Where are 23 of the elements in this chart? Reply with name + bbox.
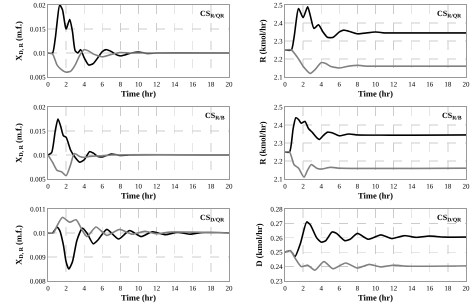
line-series (48, 152, 229, 176)
line-series (285, 150, 466, 178)
annotation: CS$_{R/B}$ (442, 111, 462, 122)
annotation: CS$_{D/QR}$ (437, 213, 462, 224)
x-axis-title: Time (hr) (120, 88, 156, 98)
line-series (285, 250, 466, 271)
x-axis-title: Time (hr) (358, 88, 394, 98)
x-axis-title: Time (hr) (358, 190, 394, 200)
line-series (285, 48, 466, 74)
annotation: CS$_{R/QR}$ (437, 9, 462, 20)
annotation: CS$_{R/QR}$ (200, 9, 226, 20)
annotation: CS$_{R/B}$ (205, 111, 225, 122)
line-series (285, 117, 466, 154)
x-axis-title: Time (hr) (358, 292, 394, 302)
annotation: CS$_{D/QR}$ (200, 213, 226, 224)
line-series (48, 216, 229, 238)
line-series (285, 6, 466, 52)
x-axis-title: Time (hr) (120, 190, 156, 200)
x-axis-title: Time (hr) (120, 292, 156, 302)
y-axis-title: R (kmol/hr) (257, 121, 268, 165)
line-series (48, 48, 229, 73)
y-axis-title: D (kmol/hr) (254, 223, 264, 267)
y-axis-title: R (kmol/hr) (257, 19, 268, 63)
